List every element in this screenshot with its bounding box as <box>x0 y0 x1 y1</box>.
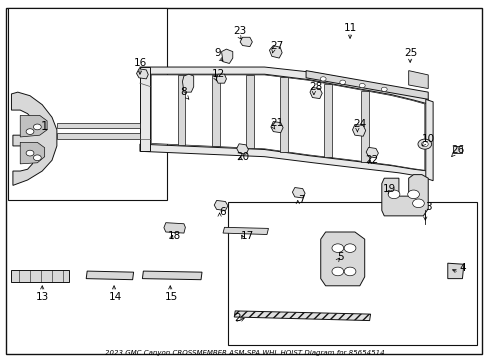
Polygon shape <box>321 232 365 286</box>
Polygon shape <box>223 227 269 234</box>
Polygon shape <box>409 71 428 89</box>
Text: 24: 24 <box>353 120 367 129</box>
Text: 12: 12 <box>212 69 225 79</box>
Polygon shape <box>293 188 305 198</box>
Polygon shape <box>270 45 282 58</box>
Text: 27: 27 <box>270 41 283 50</box>
Polygon shape <box>140 67 428 104</box>
Text: 18: 18 <box>168 231 181 240</box>
Polygon shape <box>11 92 57 185</box>
Text: 5: 5 <box>337 252 343 262</box>
Circle shape <box>344 267 356 276</box>
Polygon shape <box>310 87 322 99</box>
Text: 19: 19 <box>383 184 396 194</box>
Polygon shape <box>216 74 226 83</box>
Text: 16: 16 <box>133 58 147 68</box>
Bar <box>228 202 477 345</box>
Polygon shape <box>143 271 202 280</box>
Text: 15: 15 <box>165 292 178 302</box>
Text: 13: 13 <box>36 292 49 302</box>
Polygon shape <box>57 134 140 139</box>
Text: 11: 11 <box>343 23 357 33</box>
Polygon shape <box>280 77 288 152</box>
Circle shape <box>26 150 34 156</box>
Text: 4: 4 <box>459 263 466 273</box>
Polygon shape <box>137 69 148 79</box>
Text: 22: 22 <box>366 155 379 165</box>
Text: 2: 2 <box>234 313 241 323</box>
Polygon shape <box>352 125 366 136</box>
Circle shape <box>340 80 345 84</box>
Polygon shape <box>151 75 425 170</box>
Polygon shape <box>221 49 233 63</box>
Text: 1: 1 <box>41 120 49 133</box>
Text: 7: 7 <box>298 195 304 205</box>
Text: 28: 28 <box>309 82 322 92</box>
Polygon shape <box>140 144 428 178</box>
Text: 14: 14 <box>109 292 122 302</box>
Text: 25: 25 <box>405 48 418 58</box>
Text: 9: 9 <box>215 48 221 58</box>
Circle shape <box>381 87 387 91</box>
Polygon shape <box>182 74 194 92</box>
Polygon shape <box>306 71 428 99</box>
Circle shape <box>332 244 343 252</box>
Circle shape <box>320 77 326 81</box>
Circle shape <box>421 141 428 147</box>
Bar <box>8 8 167 200</box>
Circle shape <box>33 124 41 130</box>
Circle shape <box>388 190 400 199</box>
Polygon shape <box>426 99 433 181</box>
Polygon shape <box>20 142 45 164</box>
Text: 26: 26 <box>451 144 464 154</box>
Text: 6: 6 <box>220 207 226 217</box>
Polygon shape <box>11 270 69 282</box>
Polygon shape <box>453 146 463 153</box>
Polygon shape <box>366 147 378 158</box>
Text: 17: 17 <box>241 231 254 240</box>
Polygon shape <box>271 122 283 133</box>
Polygon shape <box>164 223 185 233</box>
Circle shape <box>359 84 365 88</box>
Circle shape <box>26 129 34 134</box>
Polygon shape <box>214 201 228 211</box>
Polygon shape <box>57 123 140 128</box>
Circle shape <box>344 244 356 252</box>
Polygon shape <box>448 263 464 279</box>
Text: 20: 20 <box>236 152 249 162</box>
Polygon shape <box>382 175 428 216</box>
Polygon shape <box>86 271 134 280</box>
Circle shape <box>413 199 424 208</box>
Polygon shape <box>234 311 370 320</box>
Circle shape <box>408 190 419 199</box>
Circle shape <box>418 139 432 149</box>
Polygon shape <box>240 37 252 46</box>
Polygon shape <box>246 75 254 148</box>
Text: 8: 8 <box>181 87 187 97</box>
Text: 21: 21 <box>270 118 283 128</box>
Polygon shape <box>177 75 185 145</box>
Polygon shape <box>212 75 220 147</box>
Polygon shape <box>361 91 368 162</box>
Polygon shape <box>237 144 248 154</box>
Text: 2023 GMC Canyon CROSSMEMBER ASM-SPA WHL HOIST Diagram for 85654514: 2023 GMC Canyon CROSSMEMBER ASM-SPA WHL … <box>105 350 385 356</box>
Circle shape <box>332 267 343 276</box>
Polygon shape <box>140 67 150 151</box>
Text: 3: 3 <box>425 202 432 212</box>
Polygon shape <box>324 84 332 157</box>
Polygon shape <box>20 116 47 137</box>
Text: 10: 10 <box>422 134 435 144</box>
Circle shape <box>33 155 41 161</box>
Text: 23: 23 <box>234 26 247 36</box>
